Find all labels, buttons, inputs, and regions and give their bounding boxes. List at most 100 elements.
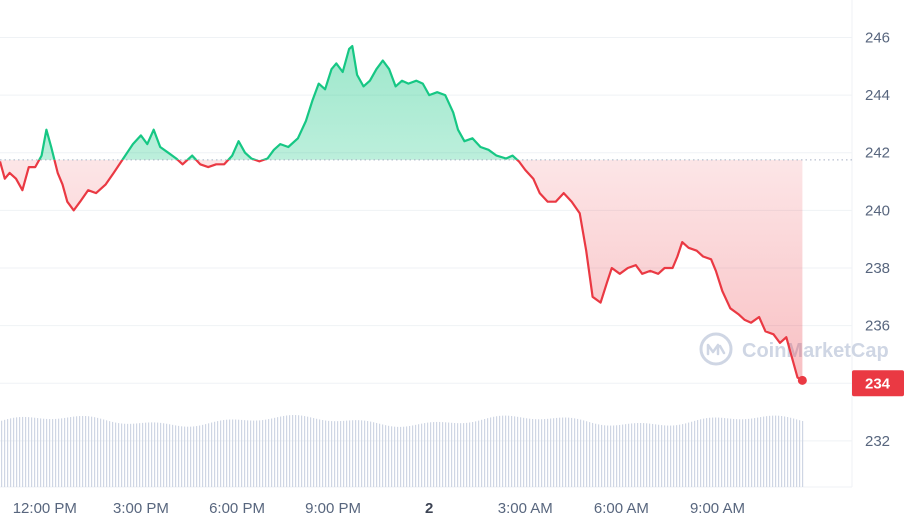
- volume-bar: [754, 418, 756, 487]
- volume-bar: [499, 415, 501, 487]
- volume-bar: [418, 424, 420, 487]
- volume-bar: [397, 426, 399, 487]
- volume-bar: [199, 425, 201, 487]
- volume-bar: [727, 418, 729, 487]
- volume-bar: [715, 417, 717, 487]
- volume-bar: [346, 420, 348, 487]
- volume-bar: [313, 418, 315, 487]
- volume-bar: [43, 418, 45, 487]
- volume-bar: [607, 425, 609, 487]
- volume-bar: [334, 421, 336, 487]
- volume-bar: [193, 426, 195, 487]
- volume-bar: [97, 417, 99, 487]
- volume-bar: [493, 416, 495, 487]
- volume-bar: [556, 417, 558, 487]
- volume-bar: [772, 415, 774, 487]
- volume-bar: [547, 418, 549, 487]
- volume-bar: [367, 421, 369, 487]
- volume-bar: [457, 423, 459, 487]
- volume-bar: [139, 423, 141, 487]
- volume-bar: [289, 415, 291, 487]
- volume-bar: [673, 425, 675, 487]
- volume-bar: [496, 416, 498, 487]
- current-price-dot: [797, 375, 807, 385]
- volume-bar: [775, 415, 777, 487]
- coinmarketcap-logo-icon: [699, 332, 733, 366]
- volume-bar: [229, 419, 231, 487]
- volume-bar: [103, 419, 105, 487]
- volume-bar: [382, 424, 384, 487]
- volume-bar: [799, 420, 801, 487]
- volume-bar: [61, 418, 63, 487]
- volume-bar: [634, 423, 636, 487]
- volume-bar: [685, 423, 687, 487]
- volume-bar: [379, 423, 381, 487]
- volume-bar: [574, 418, 576, 487]
- volume-bars: [1, 415, 804, 487]
- x-tick-label: 3:00 AM: [498, 500, 553, 517]
- volume-bar: [220, 420, 222, 487]
- volume-bar: [172, 424, 174, 487]
- volume-bar: [328, 420, 330, 487]
- volume-bar: [259, 420, 261, 487]
- x-tick-label: 9:00 AM: [690, 500, 745, 517]
- volume-bar: [706, 418, 708, 487]
- volume-bar: [469, 422, 471, 487]
- volume-bar: [769, 415, 771, 487]
- volume-bar: [28, 417, 30, 487]
- volume-bar: [304, 416, 306, 487]
- volume-bar: [439, 421, 441, 487]
- volume-bar: [436, 421, 438, 487]
- volume-bar: [337, 421, 339, 487]
- volume-bar: [766, 416, 768, 487]
- volume-bar: [1, 420, 3, 487]
- volume-bar: [718, 417, 720, 487]
- volume-bar: [247, 420, 249, 487]
- volume-bar: [79, 416, 81, 487]
- volume-bar: [253, 420, 255, 487]
- current-price-badge-bg: [852, 370, 904, 397]
- volume-bar: [178, 425, 180, 487]
- volume-bar: [301, 415, 303, 487]
- volume-bar: [601, 424, 603, 487]
- volume-bar: [592, 422, 594, 487]
- volume-bar: [787, 417, 789, 487]
- volume-bar: [484, 418, 486, 487]
- volume-bar: [214, 421, 216, 487]
- volume-bar: [445, 422, 447, 487]
- volume-bar: [550, 418, 552, 487]
- volume-bar: [166, 423, 168, 487]
- x-axis-ticks: 12:00 PM 3:00 PM 6:00 PM 9:00 PM 2 3:00 AM 6:0…: [13, 500, 745, 517]
- volume-bar: [391, 426, 393, 487]
- price-line-down: [0, 159, 803, 382]
- volume-bar: [451, 422, 453, 487]
- volume-bar: [226, 419, 228, 487]
- volume-bar: [100, 418, 102, 487]
- volume-bar: [481, 419, 483, 487]
- volume-bar: [571, 417, 573, 487]
- volume-bar: [142, 422, 144, 487]
- current-price-label: 234: [865, 375, 891, 392]
- volume-bar: [730, 418, 732, 487]
- volume-bar: [169, 424, 171, 487]
- volume-bar: [22, 416, 24, 487]
- volume-bar: [598, 424, 600, 487]
- volume-bar: [505, 415, 507, 487]
- volume-bar: [508, 415, 510, 487]
- volume-bar: [250, 420, 252, 487]
- volume-bar: [466, 422, 468, 487]
- volume-bar: [757, 417, 759, 487]
- volume-bar: [541, 419, 543, 487]
- volume-bar: [745, 419, 747, 487]
- volume-bar: [622, 424, 624, 487]
- volume-bar: [349, 420, 351, 487]
- volume-bar: [52, 419, 54, 487]
- volume-bar: [292, 415, 294, 487]
- volume-bar: [286, 415, 288, 487]
- volume-bar: [613, 425, 615, 487]
- volume-bar: [295, 415, 297, 487]
- volume-bar: [307, 416, 309, 487]
- x-tick-label: 12:00 PM: [13, 500, 77, 517]
- volume-bar: [544, 419, 546, 487]
- volume-bar: [274, 417, 276, 487]
